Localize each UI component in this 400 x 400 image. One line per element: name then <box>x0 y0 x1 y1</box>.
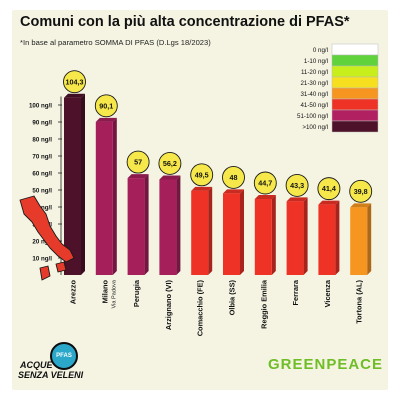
bar <box>127 178 145 275</box>
bar-top <box>64 93 85 98</box>
bar <box>64 97 81 275</box>
x-tick-label: Olbia (SS) <box>228 279 237 315</box>
bar <box>223 193 240 275</box>
x-tick-label: Comacchio (FE) <box>196 279 205 336</box>
bar-top <box>318 200 340 205</box>
legend-label: 21-30 ng/l <box>300 80 328 87</box>
data-label: 43,3 <box>290 181 304 190</box>
data-label: 90,1 <box>99 101 113 110</box>
legend-swatch <box>331 109 379 122</box>
data-label: 44,7 <box>258 179 272 188</box>
data-label: 39,8 <box>354 187 368 196</box>
data-label: 41,4 <box>322 184 336 193</box>
x-tick-label: Arezzo <box>69 280 78 305</box>
y-tick-label: 100 ng/l <box>29 103 52 110</box>
x-tick-label: Ferrara <box>291 279 300 305</box>
y-tick-label: 10 ng/l <box>32 256 52 263</box>
x-tick-label: Vicenza <box>323 279 332 307</box>
y-tick-label: 60 ng/l <box>32 171 52 178</box>
legend-swatch <box>331 120 379 133</box>
chart-title: Comuni con la più alta concentrazione di… <box>20 14 350 30</box>
bar-top <box>95 117 117 122</box>
bar-top <box>254 195 276 200</box>
legend-label: 11-20 ng/l <box>301 69 328 76</box>
bar-top <box>127 174 149 179</box>
bar-top <box>223 189 244 194</box>
greenpeace-logo: GREENPEACE <box>268 356 384 373</box>
bar-side <box>81 93 85 275</box>
bar-side <box>271 195 276 275</box>
bar <box>191 190 209 275</box>
x-tick-label: Perugia <box>132 279 141 307</box>
bar-side <box>303 197 308 275</box>
data-label-bubble <box>126 150 150 174</box>
legend-swatch <box>331 43 379 56</box>
bar-top <box>159 175 181 180</box>
x-tick-label: Arzignano (VI) <box>164 279 173 330</box>
bar <box>254 199 272 275</box>
data-label-bubble <box>63 70 86 94</box>
y-tick-label: 40 ng/l <box>32 205 52 212</box>
acque-senza-veleni-logo: PFAS ACQUE SENZA VELENI <box>16 340 96 390</box>
bar-side <box>335 200 340 275</box>
legend-swatch <box>331 76 379 89</box>
bar-side <box>112 117 117 275</box>
logo-line-1: ACQUE <box>20 360 53 370</box>
bar <box>95 121 113 275</box>
x-tick-label: Reggio Emilia <box>259 279 268 329</box>
italy-map-icon <box>19 195 75 281</box>
data-label: 48 <box>230 173 238 182</box>
data-label-bubble <box>317 177 341 201</box>
bar-side <box>208 186 213 275</box>
bar-side <box>240 189 244 275</box>
data-label: 56,2 <box>163 159 177 168</box>
legend-label: 31-40 ng/l <box>300 91 328 98</box>
legend-label: >100 ng/l <box>302 124 328 131</box>
data-label: 104,3 <box>66 77 84 86</box>
data-label-bubble <box>190 163 214 187</box>
data-label-bubble <box>158 152 182 175</box>
y-tick-label: 70 ng/l <box>32 154 52 161</box>
bar-side <box>367 203 372 275</box>
legend-swatch <box>331 98 379 111</box>
legend-label: 41-50 ng/l <box>300 102 328 109</box>
logo-line-2: SENZA VELENI <box>18 370 84 380</box>
bar <box>318 204 336 275</box>
bar-top <box>191 186 213 191</box>
bar-side <box>176 175 181 275</box>
y-tick-label: 90 ng/l <box>32 120 52 127</box>
x-tick-sublabel: Via Padova <box>111 279 117 308</box>
data-label: 57 <box>134 158 142 167</box>
y-tick-label: 80 ng/l <box>32 137 52 144</box>
bar-side <box>144 174 149 275</box>
legend-label: 1-10 ng/l <box>304 58 328 65</box>
pfas-badge-icon: PFAS <box>50 342 78 370</box>
x-tick-label: Milano <box>100 280 109 304</box>
data-label-bubble <box>94 94 118 118</box>
legend-swatch <box>331 65 379 78</box>
bar-top <box>286 197 308 202</box>
bar <box>159 179 177 275</box>
legend-label: 0 ng/l <box>313 47 328 54</box>
data-label: 49,5 <box>195 170 209 179</box>
data-label-bubble <box>285 173 309 197</box>
bar <box>350 207 368 275</box>
x-tick-label: Tortona (AL) <box>355 279 364 323</box>
y-tick-label: 50 ng/l <box>32 188 52 195</box>
legend-swatch <box>331 54 379 67</box>
legend-swatch <box>331 87 379 100</box>
y-tick-label: 20 ng/l <box>32 239 52 246</box>
data-label-bubble <box>253 171 277 195</box>
bar-top <box>350 203 372 208</box>
bar <box>286 201 304 275</box>
data-label-bubble <box>222 165 245 189</box>
legend-label: 51-100 ng/l <box>297 113 328 120</box>
chart-subtitle: *In base al parametro SOMMA DI PFAS (D.L… <box>20 38 211 47</box>
data-label-bubble <box>349 179 373 203</box>
